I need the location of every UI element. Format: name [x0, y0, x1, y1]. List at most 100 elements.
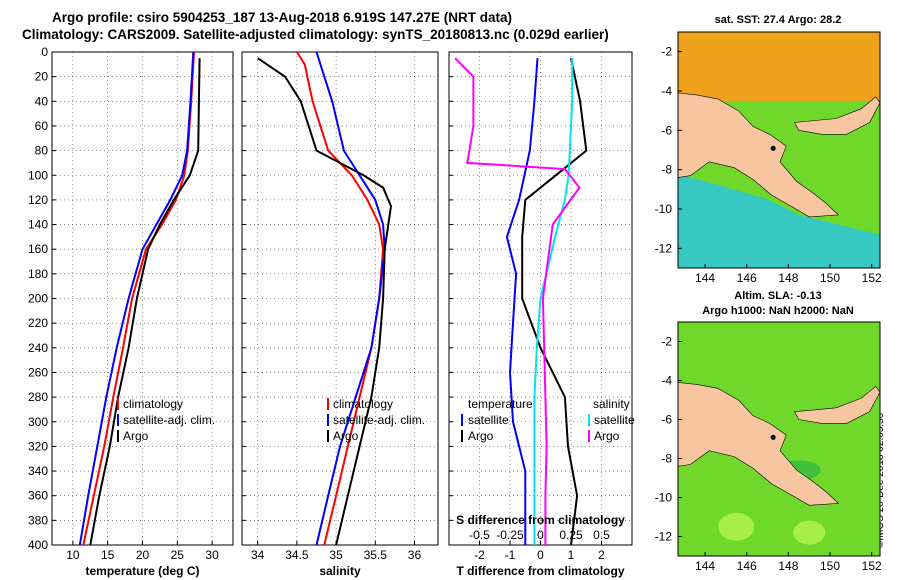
map-lat-label: -6 [661, 413, 672, 427]
map-lon-label: 146 [737, 559, 757, 573]
map-lat-label: -6 [661, 123, 672, 137]
series-line-satellite-adj-clim- [78, 51, 195, 546]
y-tick-label: 40 [35, 94, 49, 108]
x2-tick-label: 0.5 [593, 528, 610, 542]
y-tick-label: 340 [28, 464, 48, 478]
map-lon-label: 152 [862, 271, 882, 285]
legend-title: temperature [468, 397, 533, 411]
legend-label: climatology [123, 397, 183, 411]
legend-title: salinity [593, 397, 630, 411]
sla-map-subtitle: Argo h1000: NaN h2000: NaN [702, 305, 854, 317]
x-axis-label: T difference from climatology [456, 564, 624, 578]
x-tick-label: -1 [505, 548, 516, 562]
y-tick-label: 180 [28, 267, 48, 281]
map-lat-label: -12 [655, 530, 673, 544]
x2-tick-label: 0.25 [559, 528, 583, 542]
map-frame [677, 321, 881, 557]
x-tick-label: 36 [408, 548, 422, 562]
y-tick-label: 160 [28, 242, 48, 256]
x-tick-label: 0 [537, 548, 544, 562]
y-tick-label: 100 [28, 168, 48, 182]
y-tick-label: 80 [35, 144, 49, 158]
y-tick-label: 60 [35, 119, 49, 133]
map-lon-label: 144 [695, 271, 715, 285]
map-lon-label: 148 [778, 271, 798, 285]
series-line-climatology [296, 51, 385, 546]
x-tick-label: 2 [598, 548, 605, 562]
x-tick-label: 10 [66, 548, 80, 562]
y-tick-label: 120 [28, 193, 48, 207]
series-line-t-argo [521, 57, 588, 546]
y-tick-label: 280 [28, 390, 48, 404]
chart-title-line2: Climatology: CARS2009. Satellite-adjuste… [22, 27, 609, 42]
x-tick-label: 1 [568, 548, 575, 562]
argo-position-marker [770, 145, 776, 151]
x-tick-label: 15 [101, 548, 115, 562]
legend-label: Argo [123, 429, 149, 443]
series-line-s-argo [454, 57, 581, 545]
map-lon-label: 146 [737, 271, 757, 285]
map-lon-label: 150 [820, 271, 840, 285]
map-lon-label: 144 [695, 559, 715, 573]
y-tick-label: 200 [28, 292, 48, 306]
legend-label: Argo [594, 429, 620, 443]
x-tick-label: 35 [329, 548, 343, 562]
x-tick-label: 34 [251, 548, 265, 562]
y-tick-label: 20 [35, 70, 49, 84]
y-tick-label: 360 [28, 489, 48, 503]
sla-map-title: Altim. SLA: -0.13 [734, 290, 822, 302]
map-lat-label: -10 [655, 491, 673, 505]
x-tick-label: -2 [474, 548, 485, 562]
series-line-argo [89, 58, 201, 546]
x2-tick-label: -0.25 [496, 528, 524, 542]
series-line-argo [257, 57, 393, 546]
legend-label: satellite-adj. clim. [123, 413, 215, 427]
legend-label: Argo [468, 429, 494, 443]
x-tick-label: 34.5 [285, 548, 309, 562]
map-land-new-guinea [677, 382, 840, 506]
x2-tick-label: 0 [537, 528, 544, 542]
x-tick-label: 30 [205, 548, 219, 562]
sst-cool-sea [678, 173, 880, 268]
x-tick-label: 25 [171, 548, 185, 562]
series-line-climatology [82, 51, 195, 546]
x-axis-label: temperature (deg C) [85, 564, 199, 578]
sst-warm-band [678, 32, 880, 101]
map-lat-label: -2 [661, 335, 672, 349]
legend-label: satellite [594, 413, 635, 427]
series-line-satellite-adj-clim- [315, 51, 386, 546]
map-lon-label: 148 [778, 559, 798, 573]
map-lat-label: -4 [661, 84, 672, 98]
map-lat-label: -8 [661, 163, 672, 177]
x-tick-label: 35.5 [364, 548, 388, 562]
sst-map [677, 31, 881, 269]
y-tick-label: 380 [28, 513, 48, 527]
series-line-t-satellite [505, 58, 539, 545]
legend-label: climatology [333, 397, 393, 411]
y-tick-label: 260 [28, 365, 48, 379]
x-axis-label: salinity [319, 564, 361, 578]
legend-label: satellite-adj. clim. [333, 413, 425, 427]
x-tick-label: 20 [136, 548, 150, 562]
map-lat-label: -8 [661, 452, 672, 466]
x2-tick-label: -0.5 [469, 528, 490, 542]
map-lat-label: -4 [661, 374, 672, 388]
series-line-s-satellite [533, 58, 574, 545]
argo-position-marker [770, 434, 776, 440]
y-tick-label: 140 [28, 218, 48, 232]
y-tick-label: 300 [28, 415, 48, 429]
legend-label: satellite [468, 413, 509, 427]
map-lon-label: 152 [862, 559, 882, 573]
map-lat-label: -12 [655, 241, 673, 255]
y-tick-label: 400 [28, 538, 48, 552]
sla-high-patch [793, 520, 826, 545]
y-tick-label: 220 [28, 316, 48, 330]
map-lon-label: 150 [820, 559, 840, 573]
map-frame [677, 31, 881, 269]
y-tick-label: 320 [28, 439, 48, 453]
legend-label: Argo [333, 429, 359, 443]
panel-frame-1 [241, 51, 439, 546]
map-lat-label: -2 [661, 45, 672, 59]
y-tick-label: 0 [41, 45, 48, 59]
